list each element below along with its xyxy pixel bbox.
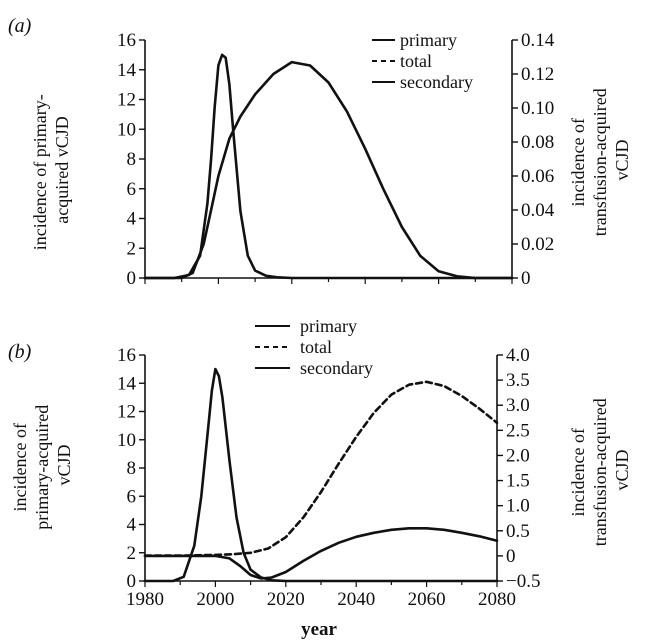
panel-b-left-tick-label: 4 (127, 515, 137, 536)
panel-a-left-tick-label: 0 (127, 268, 137, 289)
panel-a-left-tick-label: 2 (127, 238, 137, 259)
panel-b-right-tick-label: 2.0 (506, 445, 530, 466)
panel-a-right-tick-label: 0.06 (521, 166, 554, 187)
panel-b-legend-label-primary: primary (300, 316, 357, 336)
panel-a-series-secondary (143, 60, 514, 280)
panel-b-left-tick-label: 16 (117, 345, 136, 366)
panel-b-x-tick-label: 2020 (267, 589, 305, 610)
panel-a-right-tick-label: 0.08 (521, 132, 554, 153)
panel-b-legend-label-total: total (300, 337, 332, 357)
panel-b-x-tick-label: 1980 (126, 589, 164, 610)
panel-b-left-tick-label: 14 (117, 373, 137, 394)
panel-a-left-tick-label: 12 (117, 90, 136, 111)
panel-b-right-axis-label-line-1: incidence of (568, 428, 588, 516)
panel-b-right-tick-label: 1.5 (506, 471, 530, 492)
panel-b-series-secondary (143, 526, 499, 580)
panel-a-left-tick-label: 14 (117, 60, 137, 81)
panel-b-right-tick-label: 4.0 (506, 345, 530, 366)
panel-a-left-tick-label: 6 (127, 179, 137, 200)
panel-b-right-tick-label: 0 (506, 546, 516, 567)
panel-a-left-axis-label-line-2: acquired vCJD (52, 116, 72, 223)
panel-a-right-tick-label: 0.12 (521, 64, 554, 85)
panel-a-left-tick-label: 4 (127, 209, 137, 230)
panel-b-left-axis-label-line-1: incidence of (10, 423, 30, 511)
panel-a-right-tick-label: 0.02 (521, 234, 554, 255)
panel-b-plot: 0 2 4 6 8 10 12 14 16 −0.5 0 0.5 1.0 1.5 2.0 2.5 3.0 3.5 4… (117, 316, 540, 610)
panel-b-left-tick-label: 10 (117, 430, 136, 451)
panel-a-left-tick-label: 16 (117, 30, 136, 51)
panel-b-series-total (143, 380, 499, 557)
panel-a-plot: 0 2 4 6 8 10 12 14 16 0 0.02 0.04 0.06 0.08 0.10 0.12 0.… (117, 30, 555, 289)
panel-b-label: (b) (8, 341, 32, 363)
panel-b-right-tick-label: 0.5 (506, 521, 530, 542)
panel-a-right-tick-label: 0.04 (521, 200, 555, 221)
panel-b-right-tick-label: 3.0 (506, 395, 530, 416)
panel-a-label: (a) (8, 15, 32, 37)
panel-b-right-axis-label-line-3: vCJD (612, 449, 632, 490)
panel-b-left-tick-label: 6 (127, 486, 137, 507)
panel-a-left-axis-label-line-1: incidence of primary- (30, 94, 50, 250)
panel-b-left-tick-label: 12 (117, 402, 136, 423)
panel-b-right-axis-label: incidence of transfusion-acquired vCJD (568, 394, 632, 546)
panel-b-x-tick-label: 2040 (337, 589, 375, 610)
panel-b-left-tick-label: 2 (127, 543, 137, 564)
panel-b-right-tick-label: 3.5 (506, 370, 530, 391)
panel-a-legend-label-primary: primary (400, 30, 457, 50)
panel-a-right-axis-label-line-1: incidence of (568, 118, 588, 206)
panel-b-series-primary (143, 367, 499, 583)
panel-b-right-tick-label: 1.0 (506, 496, 530, 517)
panel-a-left-axis-label: incidence of primary- acquired vCJD (30, 90, 72, 250)
panel-a-legend-label-total: total (400, 51, 432, 71)
panel-b-right-tick-label: −0.5 (506, 571, 540, 592)
panel-a-right-axis-label-line-2: transfusion-acquired (590, 88, 610, 236)
panel-a-left-tick-label: 8 (127, 149, 137, 170)
panel-b-right-tick-label: 2.5 (506, 420, 530, 441)
panel-a-right-tick-label: 0 (521, 268, 531, 289)
panel-a-series-primary (143, 53, 514, 280)
panel-b-left-tick-label: 8 (127, 458, 137, 479)
panel-b-left-axis-label-line-3: vCJD (54, 444, 74, 485)
panel-a-right-tick-label: 0.14 (521, 30, 555, 51)
panel-b-right-axis-label-line-2: transfusion-acquired (590, 398, 610, 546)
panel-a-right-tick-label: 0.10 (521, 98, 554, 119)
panel-b-left-tick-label: 0 (127, 571, 137, 592)
panel-b-x-axis-label: year (301, 619, 337, 640)
panel-b-x-tick-label: 2000 (196, 589, 234, 610)
panel-a-right-axis-label: incidence of transfusion-acquired vCJD (568, 84, 632, 236)
panel-b-x-tick-label: 2060 (408, 589, 446, 610)
panel-a-right-axis-label-line-3: vCJD (612, 139, 632, 180)
panel-b-legend-label-secondary: secondary (300, 358, 373, 378)
panel-a-left-tick-label: 10 (117, 119, 136, 140)
panel-a-legend-label-secondary: secondary (400, 72, 473, 92)
panel-b-left-axis-label: incidence of primary-acquired vCJD (10, 400, 74, 529)
panel-b-x-tick-label: 2080 (478, 589, 516, 610)
panel-b-left-axis-label-line-2: primary-acquired (32, 405, 52, 530)
